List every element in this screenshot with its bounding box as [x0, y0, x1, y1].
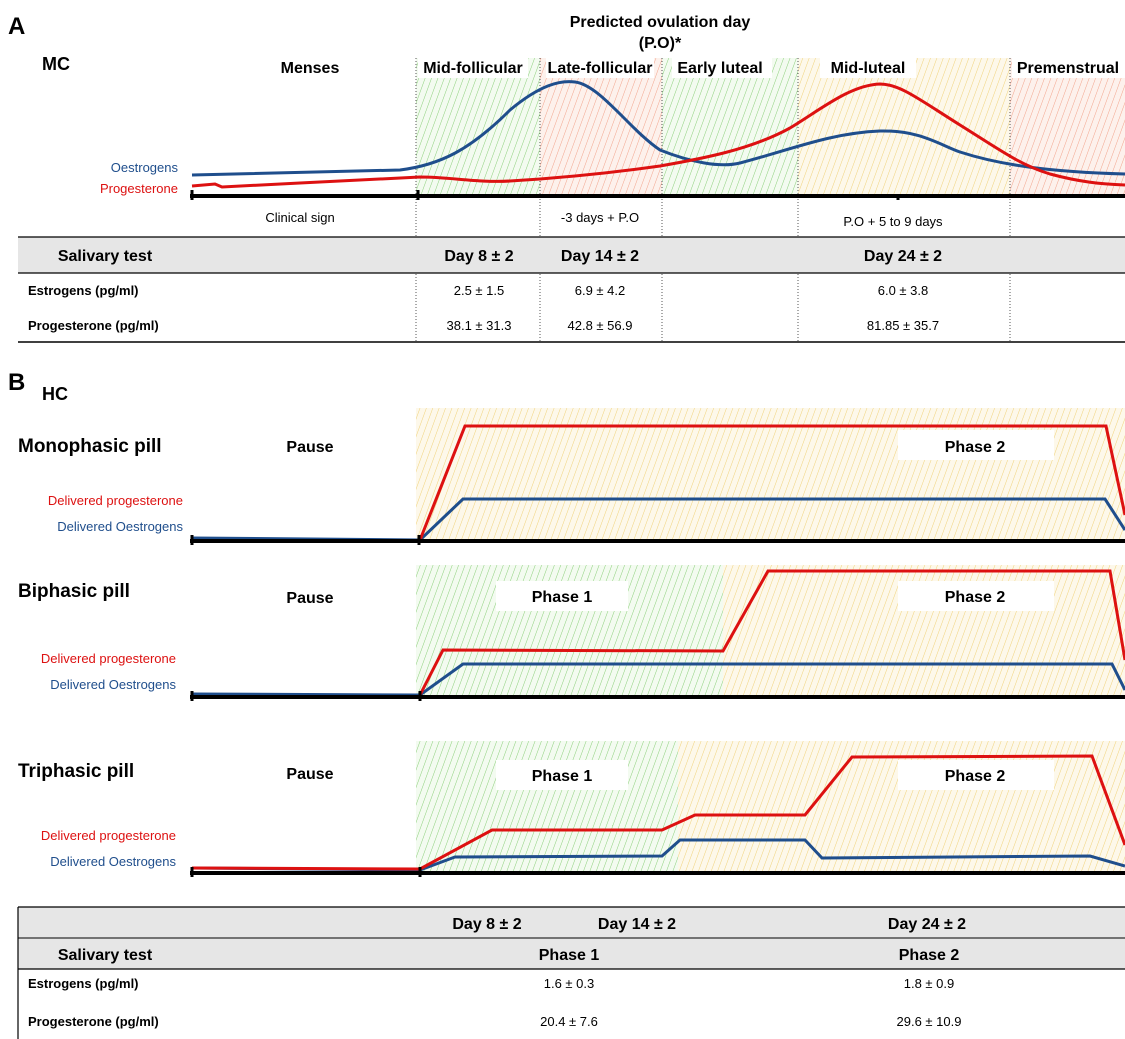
phase-mid-luteal: Mid-luteal: [831, 60, 906, 77]
table-a-row-estrogens-label: Estrogens (pg/ml): [28, 283, 139, 298]
table-b-progesterone-phase1: 20.4 ± 7.6: [540, 1014, 598, 1029]
table-b: Day 8 ± 2 Day 14 ± 2 Day 24 ± 2 Salivary…: [17, 906, 1125, 1039]
table-a-header-bg: [18, 237, 1125, 273]
panel-a-group: MC: [42, 54, 70, 74]
bi-phase2: Phase 2: [945, 589, 1006, 606]
tri-phase2: Phase 2: [945, 768, 1006, 785]
bi-oestrogen-line: [191, 662, 1125, 697]
table-a-estrogens-day8: 2.5 ± 1.5: [454, 283, 505, 298]
tri-phase1: Phase 1: [532, 768, 593, 785]
zone-premenstrual: [1010, 58, 1125, 196]
table-b-phase2: Phase 2: [899, 947, 960, 964]
table-b-day-8: Day 8 ± 2: [452, 916, 521, 933]
panel-b-letter: B: [8, 369, 25, 396]
table-b-header: Salivary test: [58, 947, 153, 964]
table-a-estrogens-day14: 6.9 ± 4.2: [575, 283, 626, 298]
bi-pill-name: Biphasic pill: [18, 581, 130, 602]
phase-mid-follicular: Mid-follicular: [423, 60, 523, 77]
timing-mid-luteal: P.O + 5 to 9 days: [843, 214, 943, 229]
oestrogens-label: Oestrogens: [111, 160, 179, 175]
phase-premenstrual: Premenstrual: [1017, 60, 1119, 77]
table-a-day-24: Day 24 ± 2: [864, 248, 942, 265]
mono-pill-name: Monophasic pill: [18, 436, 162, 457]
bi-progesterone-line: [418, 569, 1125, 696]
table-a-progesterone-day8: 38.1 ± 31.3: [447, 318, 512, 333]
mono-phase2: Phase 2: [945, 439, 1006, 456]
tri-oestrogen-line: [191, 838, 1125, 872]
tri-pill-name: Triphasic pill: [18, 761, 134, 782]
bi-delivered-oestrogens: Delivered Oestrogens: [50, 677, 176, 692]
phase-early-luteal: Early luteal: [677, 60, 762, 77]
table-b-progesterone-phase2: 29.6 ± 10.9: [897, 1014, 962, 1029]
progesterone-curve: [191, 82, 1125, 189]
tri-progesterone-line: [191, 754, 1125, 871]
phase-separators: [415, 58, 1011, 342]
mono-pause: Pause: [286, 439, 333, 456]
table-a-header: Salivary test: [58, 248, 153, 265]
table-a-day-14: Day 14 ± 2: [561, 248, 639, 265]
mono-delivered-oestrogens: Delivered Oestrogens: [57, 519, 183, 534]
phase-menses: Menses: [281, 60, 340, 77]
triphasic-section: Triphasic pill Pause Phase 1 Phase 2 Del…: [18, 741, 1125, 877]
bi-phase1: Phase 1: [532, 589, 593, 606]
table-b-day-14: Day 14 ± 2: [598, 916, 676, 933]
oestrogen-curve: [191, 80, 1125, 177]
bi-pause: Pause: [286, 590, 333, 607]
tri-delivered-progesterone: Delivered progesterone: [41, 828, 176, 843]
table-a-progesterone-day14: 42.8 ± 56.9: [568, 318, 633, 333]
zone-mid-luteal: [798, 58, 1010, 196]
ovulation-subtitle: (P.O)*: [639, 35, 682, 52]
ovulation-title: Predicted ovulation day: [570, 14, 751, 31]
timing-clinical: Clinical sign: [265, 210, 334, 225]
bi-delivered-progesterone: Delivered progesterone: [41, 651, 176, 666]
tri-pause: Pause: [286, 766, 333, 783]
timing-late-follicular: -3 days + P.O: [561, 210, 639, 225]
mono-phase2-zone: [416, 408, 1125, 540]
progesterone-label: Progesterone: [100, 181, 178, 196]
zone-early-luteal: [662, 58, 798, 196]
mono-delivered-progesterone: Delivered progesterone: [48, 493, 183, 508]
table-a-progesterone-day24: 81.85 ± 35.7: [867, 318, 939, 333]
panel-b-group: HC: [42, 384, 68, 404]
mono-progesterone-line: [418, 424, 1125, 541]
panel-a-letter: A: [8, 13, 25, 40]
table-b-phase1: Phase 1: [539, 947, 600, 964]
tri-delivered-oestrogens: Delivered Oestrogens: [50, 854, 176, 869]
table-b-estrogens-phase2: 1.8 ± 0.9: [904, 976, 955, 991]
monophasic-section: Monophasic pill Pause Phase 2 Delivered …: [18, 408, 1125, 545]
biphasic-section: Biphasic pill Pause Phase 1 Phase 2 Deli…: [18, 565, 1125, 701]
table-a-day-8: Day 8 ± 2: [444, 248, 513, 265]
table-b-day-24: Day 24 ± 2: [888, 916, 966, 933]
table-b-row-progesterone-label: Progesterone (pg/ml): [28, 1014, 159, 1029]
table-a-row-progesterone-label: Progesterone (pg/ml): [28, 318, 159, 333]
zone-mid-follicular: [416, 58, 540, 196]
table-a-estrogens-day24: 6.0 ± 3.8: [878, 283, 929, 298]
table-b-estrogens-phase1: 1.6 ± 0.3: [544, 976, 595, 991]
zone-late-follicular: [540, 58, 662, 196]
phase-late-follicular: Late-follicular: [548, 60, 653, 77]
table-b-row-estrogens-label: Estrogens (pg/ml): [28, 976, 139, 991]
